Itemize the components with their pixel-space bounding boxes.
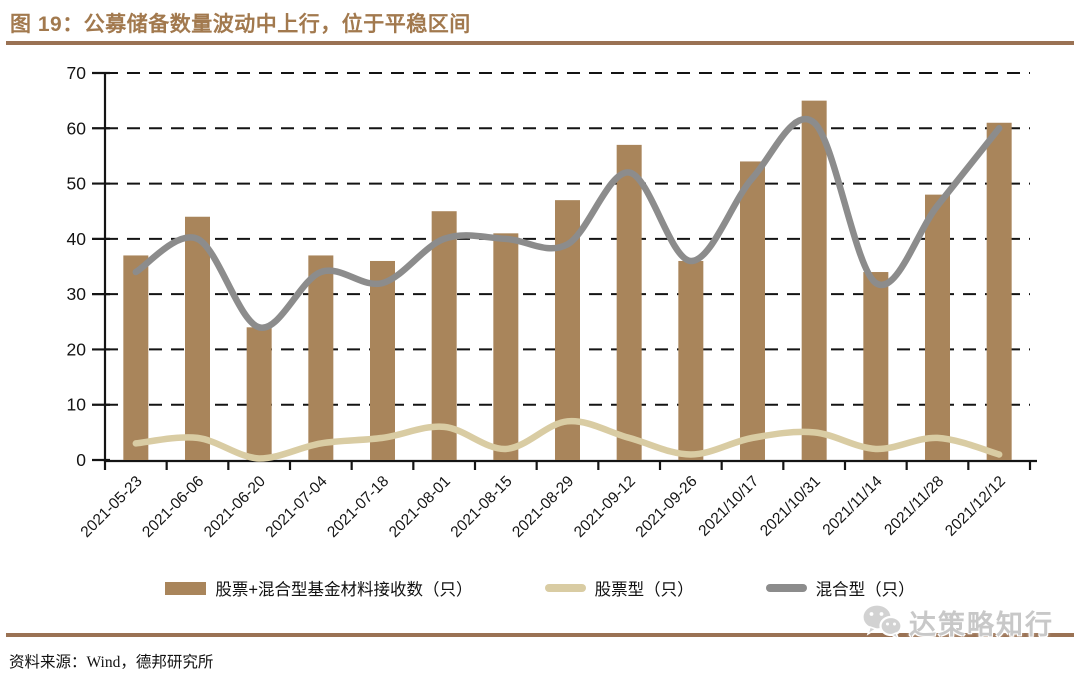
line-series-1: [132, 417, 1003, 462]
wechat-icon: [861, 603, 903, 641]
bar: [123, 255, 149, 460]
x-tick-label: 2021-08-29: [509, 473, 577, 541]
figure-title: 图 19：公募储备数量波动中上行，位于平稳区间: [10, 13, 471, 36]
x-tick-label: 2021-09-26: [633, 473, 701, 541]
source-note: 资料来源：Wind，德邦研究所: [9, 654, 214, 671]
bar: [308, 255, 334, 460]
y-tick-label: 50: [67, 174, 87, 194]
x-tick-label: 2021-08-15: [448, 473, 516, 541]
y-tick-label: 0: [76, 450, 86, 470]
y-tick-label: 40: [67, 229, 87, 249]
y-tick-label: 70: [67, 63, 87, 83]
footer-divider: [6, 633, 1074, 637]
x-tick-label: 2021-06-06: [139, 473, 207, 541]
bar: [863, 272, 889, 460]
x-tick-label: 2021/12/12: [942, 473, 1009, 540]
legend-label-bar: 股票+混合型基金材料接收数（只）: [215, 581, 473, 599]
x-tick-label: 2021-06-20: [201, 473, 269, 541]
title-divider: [6, 41, 1074, 45]
x-tick-label: 2021-05-23: [78, 473, 146, 541]
bar: [986, 122, 1012, 460]
bar: [678, 260, 704, 460]
bar: [431, 211, 457, 460]
x-tick-label: 2021/11/28: [881, 473, 947, 539]
bar: [370, 260, 395, 460]
x-tick-label: 2021-09-12: [571, 473, 639, 541]
combo-chart: 0102030405060702021-05-232021-06-062021-…: [67, 63, 1037, 541]
bar: [493, 233, 519, 460]
chart-legend: 股票+混合型基金材料接收数（只） 股票型（只） 混合型（只）: [0, 576, 1080, 600]
x-tick-label: 2021-08-01: [386, 473, 454, 541]
legend-label-hybrid-line: 混合型（只）: [815, 581, 915, 599]
y-tick-label: 60: [67, 118, 87, 138]
y-tick-label: 20: [67, 339, 87, 359]
legend-swatch-hybrid-line: [765, 584, 807, 592]
bar: [801, 100, 827, 461]
y-tick-label: 30: [67, 284, 87, 304]
x-tick-label: 2021-07-18: [324, 473, 392, 541]
legend-swatch-stock-line: [544, 584, 586, 592]
bar: [616, 144, 642, 460]
bar: [925, 194, 950, 460]
bar: [246, 327, 272, 460]
x-tick-label: 2021-07-04: [263, 473, 331, 541]
bar: [740, 161, 765, 460]
legend-item-stock-line: 股票型（只）: [544, 576, 694, 600]
legend-item-bar-series: 股票+混合型基金材料接收数（只）: [165, 576, 473, 600]
watermark: 达策略知行: [861, 602, 1054, 642]
legend-label-stock-line: 股票型（只）: [594, 581, 694, 599]
legend-swatch-bar: [165, 581, 207, 595]
watermark-text: 达策略知行: [909, 609, 1054, 640]
bar: [185, 216, 210, 460]
x-tick-label: 2021/10/17: [695, 473, 762, 540]
x-tick-label: 2021/11/14: [820, 473, 886, 539]
x-tick-label: 2021/10/31: [757, 473, 824, 540]
line-series-2: [132, 116, 1003, 331]
legend-item-hybrid-line: 混合型（只）: [765, 576, 915, 600]
y-tick-label: 10: [67, 395, 87, 415]
